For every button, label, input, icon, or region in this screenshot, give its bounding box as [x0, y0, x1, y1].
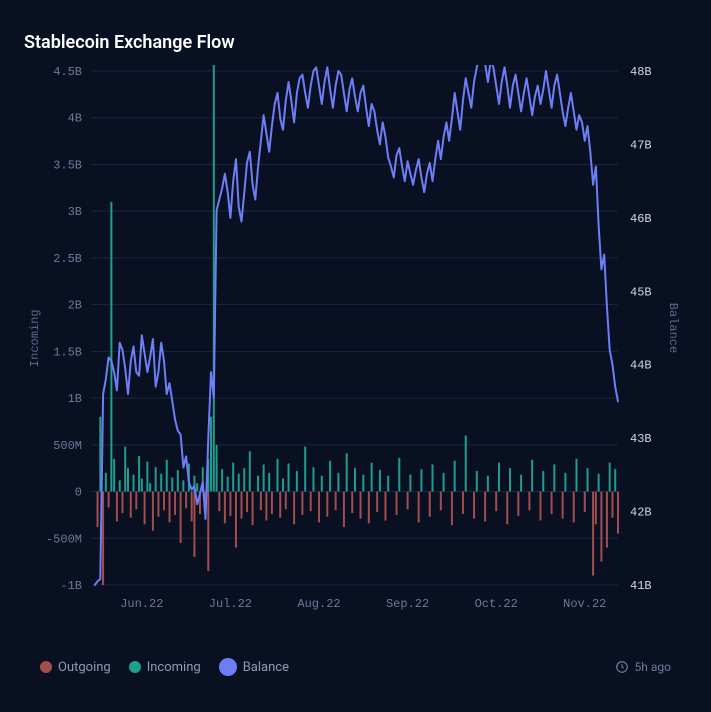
- updated-label: 5h ago: [635, 660, 671, 674]
- svg-text:3B: 3B: [68, 205, 82, 219]
- balance-dot: [219, 658, 237, 676]
- svg-text:Jul.22: Jul.22: [209, 597, 252, 611]
- legend-incoming-label: Incoming: [147, 660, 201, 675]
- svg-text:Nov.22: Nov.22: [563, 597, 606, 611]
- svg-text:Jun.22: Jun.22: [120, 597, 163, 611]
- svg-text:1.5B: 1.5B: [53, 345, 82, 359]
- svg-text:47B: 47B: [630, 138, 652, 152]
- svg-text:44B: 44B: [630, 359, 652, 373]
- svg-text:4B: 4B: [68, 112, 82, 126]
- svg-text:0: 0: [75, 486, 82, 500]
- svg-text:Sep.22: Sep.22: [386, 597, 429, 611]
- legend-balance: Balance: [219, 658, 289, 676]
- incoming-dot: [129, 661, 141, 673]
- svg-text:3.5B: 3.5B: [53, 158, 82, 172]
- clock-icon: [615, 660, 629, 674]
- svg-text:4.5B: 4.5B: [53, 65, 82, 79]
- outgoing-dot: [40, 661, 52, 673]
- svg-text:Balance: Balance: [666, 303, 680, 353]
- legend-incoming: Incoming: [129, 660, 201, 675]
- updated: 5h ago: [615, 660, 671, 674]
- svg-text:-1B: -1B: [60, 579, 82, 593]
- svg-text:2B: 2B: [68, 299, 82, 313]
- legend-outgoing: Outgoing: [40, 660, 111, 675]
- svg-text:43B: 43B: [630, 432, 652, 446]
- legend-balance-label: Balance: [243, 660, 289, 675]
- svg-text:1B: 1B: [68, 392, 82, 406]
- legend-outgoing-label: Outgoing: [58, 660, 111, 675]
- chart-plot: -1B -500M 0 500M 1B 1.5B 2B 2.5B 3B 3.5B 4B 4.5B Inc…: [22, 65, 682, 625]
- svg-text:45B: 45B: [630, 285, 652, 299]
- svg-text:2.5B: 2.5B: [53, 252, 82, 266]
- svg-text:Oct.22: Oct.22: [475, 597, 518, 611]
- svg-text:500M: 500M: [53, 439, 82, 453]
- chart-title: Stablecoin Exchange Flow: [24, 32, 693, 53]
- svg-text:48B: 48B: [630, 65, 652, 79]
- svg-text:-500M: -500M: [46, 532, 82, 546]
- svg-text:46B: 46B: [630, 212, 652, 226]
- svg-text:41B: 41B: [630, 579, 652, 593]
- chart-svg: -1B -500M 0 500M 1B 1.5B 2B 2.5B 3B 3.5B 4B 4.5B Inc…: [22, 65, 682, 625]
- svg-text:42B: 42B: [630, 506, 652, 520]
- legend: Outgoing Incoming Balance 5h ago: [40, 658, 671, 676]
- chart-card: Stablecoin Exchange Flow -1B -500M 0 500M 1B…: [18, 18, 693, 694]
- svg-text:Aug.22: Aug.22: [297, 597, 340, 611]
- svg-text:Incoming: Incoming: [28, 309, 42, 367]
